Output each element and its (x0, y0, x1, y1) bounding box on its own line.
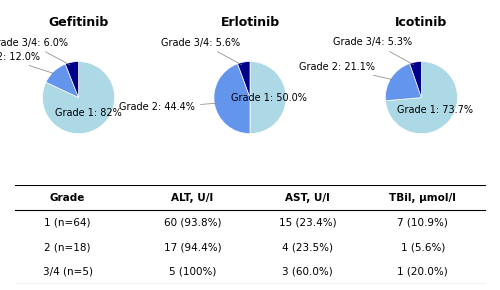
Text: Grade: Grade (50, 193, 86, 202)
Text: Grade 2: 12.0%: Grade 2: 12.0% (0, 52, 54, 74)
Title: Icotinib: Icotinib (396, 16, 448, 29)
Text: TBil, μmol/l: TBil, μmol/l (390, 193, 456, 202)
Wedge shape (46, 64, 78, 98)
Text: 2 (n=18): 2 (n=18) (44, 242, 91, 252)
Text: Grade 3/4: 6.0%: Grade 3/4: 6.0% (0, 38, 70, 65)
Text: Grade 1: 82%: Grade 1: 82% (56, 108, 122, 118)
Wedge shape (386, 64, 422, 101)
Wedge shape (238, 61, 250, 98)
Wedge shape (42, 61, 115, 134)
Text: 3/4 (n=5): 3/4 (n=5) (42, 267, 92, 277)
Text: 15 (23.4%): 15 (23.4%) (279, 217, 336, 227)
Text: 1 (5.6%): 1 (5.6%) (400, 242, 445, 252)
Text: 7 (10.9%): 7 (10.9%) (398, 217, 448, 227)
Text: 5 (100%): 5 (100%) (168, 267, 216, 277)
Wedge shape (250, 61, 286, 134)
Text: Grade 1: 73.7%: Grade 1: 73.7% (397, 105, 473, 115)
Wedge shape (410, 61, 422, 98)
Text: AST, U/l: AST, U/l (285, 193, 330, 202)
Text: Grade 1: 50.0%: Grade 1: 50.0% (231, 93, 306, 103)
Text: 4 (23.5%): 4 (23.5%) (282, 242, 333, 252)
Text: Grade 3/4: 5.3%: Grade 3/4: 5.3% (334, 37, 414, 65)
Text: 1 (n=64): 1 (n=64) (44, 217, 91, 227)
Wedge shape (386, 61, 458, 134)
Text: Grade 2: 44.4%: Grade 2: 44.4% (119, 102, 216, 113)
Title: Gefitinib: Gefitinib (48, 16, 108, 29)
Text: Grade 2: 21.1%: Grade 2: 21.1% (298, 62, 392, 79)
Wedge shape (214, 64, 250, 134)
Title: Erlotinib: Erlotinib (220, 16, 280, 29)
Text: ALT, U/l: ALT, U/l (172, 193, 213, 202)
Wedge shape (66, 61, 78, 98)
Text: Grade 3/4: 5.6%: Grade 3/4: 5.6% (161, 37, 242, 65)
Text: 17 (94.4%): 17 (94.4%) (164, 242, 221, 252)
Text: 60 (93.8%): 60 (93.8%) (164, 217, 221, 227)
Text: 3 (60.0%): 3 (60.0%) (282, 267, 333, 277)
Text: 1 (20.0%): 1 (20.0%) (398, 267, 448, 277)
